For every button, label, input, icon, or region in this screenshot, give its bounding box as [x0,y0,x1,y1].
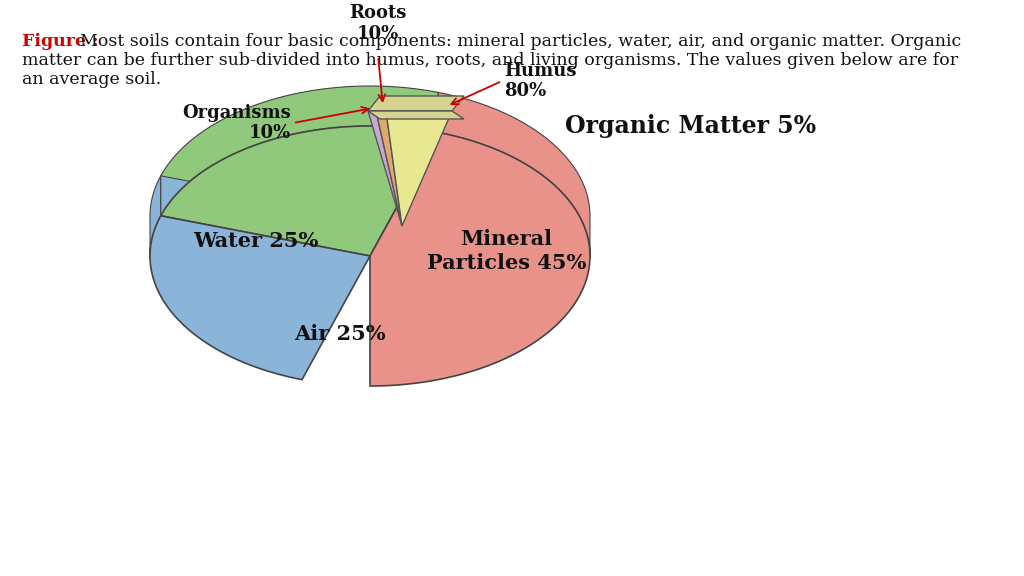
Text: Organisms
10%: Organisms 10% [182,104,291,142]
Polygon shape [150,176,161,257]
Polygon shape [161,176,370,256]
Text: Air 25%: Air 25% [294,324,386,344]
Polygon shape [370,92,438,256]
Text: Humus
80%: Humus 80% [504,62,577,100]
Polygon shape [438,92,590,258]
Text: matter can be further sub-divided into humus, roots, and living organisms. The v: matter can be further sub-divided into h… [22,52,958,69]
Polygon shape [368,96,464,111]
Text: Organic Matter 5%: Organic Matter 5% [565,114,816,138]
Polygon shape [368,111,464,119]
Polygon shape [161,86,438,216]
Polygon shape [368,111,402,226]
Text: Water 25%: Water 25% [193,231,318,251]
Polygon shape [161,126,438,256]
Text: Figure :: Figure : [22,33,98,50]
Polygon shape [150,216,370,380]
Text: Most soils contain four basic components: mineral particles, water, air, and org: Most soils contain four basic components… [80,33,962,50]
Polygon shape [370,132,590,386]
Text: Roots
10%: Roots 10% [349,4,407,43]
Polygon shape [386,111,452,226]
Text: an average soil.: an average soil. [22,71,161,88]
Text: Mineral
Particles 45%: Mineral Particles 45% [427,229,586,274]
Polygon shape [376,111,402,226]
